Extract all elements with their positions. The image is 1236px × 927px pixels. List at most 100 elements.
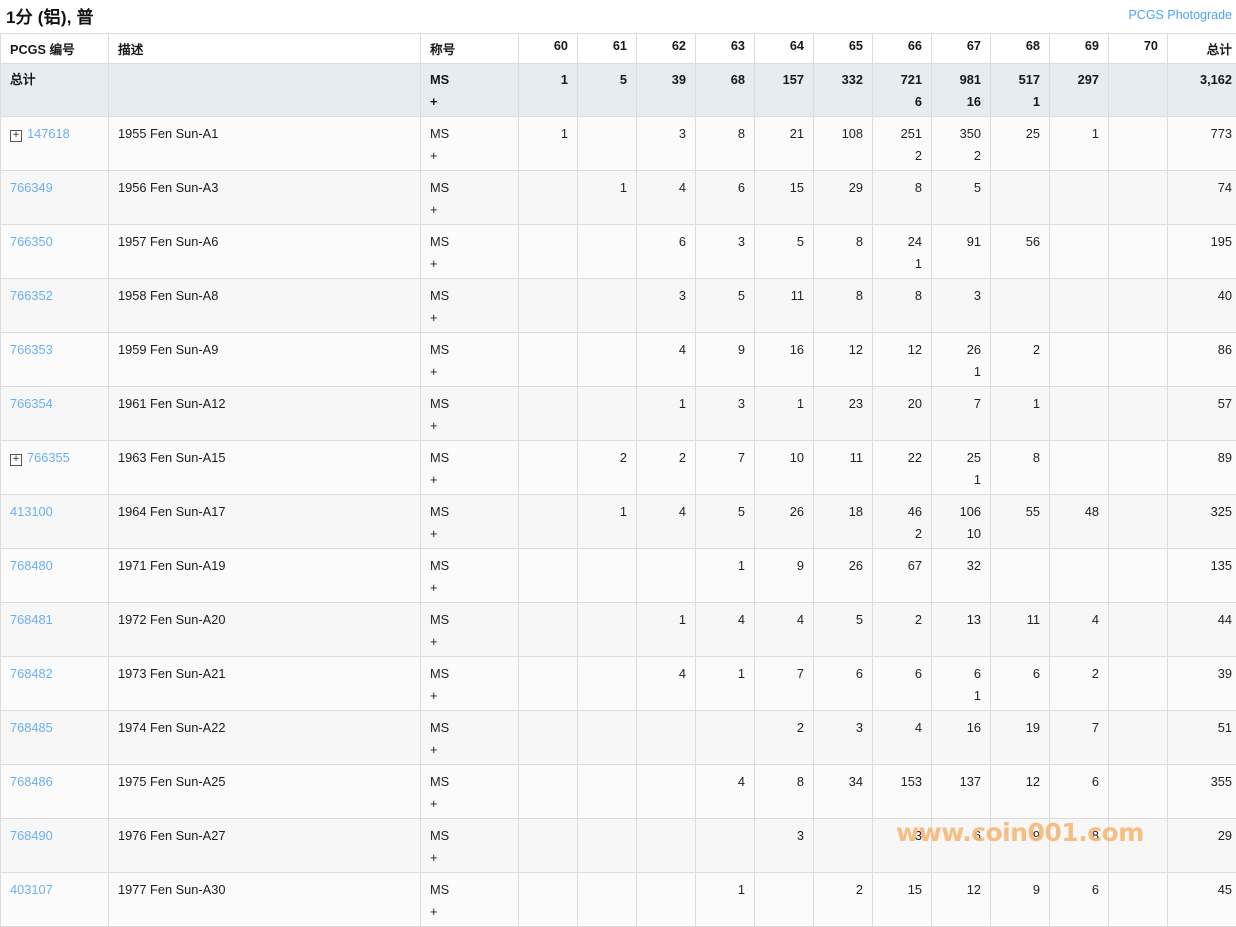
grade-60-cell-content [519,171,577,224]
pcgs-number-link[interactable]: 766350 [10,234,53,249]
grade-65-cell: 2 [814,873,873,927]
grade-68-plus [1000,308,1040,328]
pcgs-number-link[interactable]: 766355 [27,450,70,465]
pcgs-number-link[interactable]: 768485 [10,720,53,735]
expand-plus-icon[interactable]: + [10,130,22,142]
grade-69-plus [1059,848,1099,868]
grade-67-main: 137 [941,772,981,792]
row-total-cell-content: 195 [1168,225,1236,278]
pcgs-number-cell-content: 766352 [1,279,108,310]
pcgs-number-link[interactable]: 768481 [10,612,53,627]
designation-plus: + [430,902,509,922]
totals-grade-63-main: 68 [705,70,745,90]
designation-plus: + [430,740,509,760]
grade-64-main: 4 [764,610,804,630]
grade-65-cell: 29 [814,171,873,225]
grade-69-main: 6 [1059,772,1099,792]
grade-68-plus [1000,200,1040,220]
totals-grade-60-main: 1 [528,70,568,90]
grade-67-main: 6 [941,826,981,846]
column-header-desig[interactable]: 称号 [421,34,519,64]
grade-69-cell-content: 1 [1050,117,1108,170]
column-header-61[interactable]: 61 [578,34,637,64]
column-header-pcgs[interactable]: PCGS 编号 [1,34,109,64]
pcgs-photograde-link[interactable]: PCGS Photograde [1128,8,1232,22]
page-header: 1分 (铝), 普 PCGS Photograde [0,0,1236,33]
grade-66-cell: 15 [873,873,932,927]
grade-66-cell-content: 67 [873,549,931,602]
pcgs-number-link[interactable]: 766354 [10,396,53,411]
row-total-cell-content: 39 [1168,657,1236,710]
pcgs-number-link[interactable]: 147618 [27,126,70,141]
grade-67-cell-content: 6 [932,819,990,872]
column-header-66[interactable]: 66 [873,34,932,64]
totals-designation-cell-content: MS+ [421,64,518,116]
totals-total-cell-content: 3,162 [1168,64,1236,116]
pcgs-number-link[interactable]: 766352 [10,288,53,303]
row-total-main: 325 [1177,502,1232,522]
pcgs-number-link[interactable]: 766353 [10,342,53,357]
grade-67-cell: 16 [932,711,991,765]
grade-66-cell-content: 8 [873,171,931,224]
grade-70-cell-content [1109,657,1167,710]
designation-cell-content: MS+ [421,819,518,872]
designation-plus: + [430,578,509,598]
grade-60-plus [528,200,568,220]
column-header-label: 69 [1050,34,1108,58]
grade-60-cell-content [519,603,577,656]
pcgs-number-link[interactable]: 766349 [10,180,53,195]
pcgs-number-link[interactable]: 413100 [10,504,53,519]
grade-70-cell [1109,657,1168,711]
grade-68-main [1000,178,1040,198]
column-header-64[interactable]: 64 [755,34,814,64]
grade-63-cell-content: 6 [696,171,754,224]
grade-61-main: 1 [587,178,627,198]
pcgs-number-link[interactable]: 768486 [10,774,53,789]
column-header-desc[interactable]: 描述 [109,34,421,64]
column-header-67[interactable]: 67 [932,34,991,64]
grade-67-cell-content: 5 [932,171,990,224]
grade-62-cell-content: 4 [637,495,695,548]
description-cell: 1977 Fen Sun-A30 [109,873,421,927]
grade-63-main [705,826,745,846]
column-header-69[interactable]: 69 [1050,34,1109,64]
grade-60-cell-content [519,225,577,278]
totals-grade-70-cell-content [1109,64,1167,116]
grade-63-plus [705,848,745,868]
totals-grade-64-plus [764,92,804,112]
pcgs-number-link[interactable]: 768482 [10,666,53,681]
grade-70-main [1118,880,1158,900]
totals-description-cell-content [109,64,420,94]
column-header-70[interactable]: 70 [1109,34,1168,64]
column-header-68[interactable]: 68 [991,34,1050,64]
grade-60-cell [519,279,578,333]
expand-plus-icon[interactable]: + [10,454,22,466]
grade-64-cell-content: 9 [755,549,813,602]
grade-60-plus [528,794,568,814]
grade-65-cell: 23 [814,387,873,441]
grade-62-plus [646,686,686,706]
grade-61-cell-content [578,387,636,440]
totals-grade-62-plus [646,92,686,112]
column-header-63[interactable]: 63 [696,34,755,64]
grade-70-cell [1109,873,1168,927]
pcgs-number-link[interactable]: 768490 [10,828,53,843]
column-header-62[interactable]: 62 [637,34,696,64]
grade-61-cell [578,603,637,657]
grade-62-main: 4 [646,664,686,684]
grade-68-cell: 1 [991,387,1050,441]
column-header-total[interactable]: 总计 [1168,34,1236,64]
column-header-60[interactable]: 60 [519,34,578,64]
column-header-label: 70 [1109,34,1167,58]
grade-70-cell-content [1109,603,1167,656]
pcgs-number-link[interactable]: 403107 [10,882,53,897]
grade-68-cell: 11 [991,603,1050,657]
grade-64-plus [764,686,804,706]
column-header-65[interactable]: 65 [814,34,873,64]
grade-63-plus [705,794,745,814]
grade-68-cell [991,279,1050,333]
pcgs-number-link[interactable]: 768480 [10,558,53,573]
